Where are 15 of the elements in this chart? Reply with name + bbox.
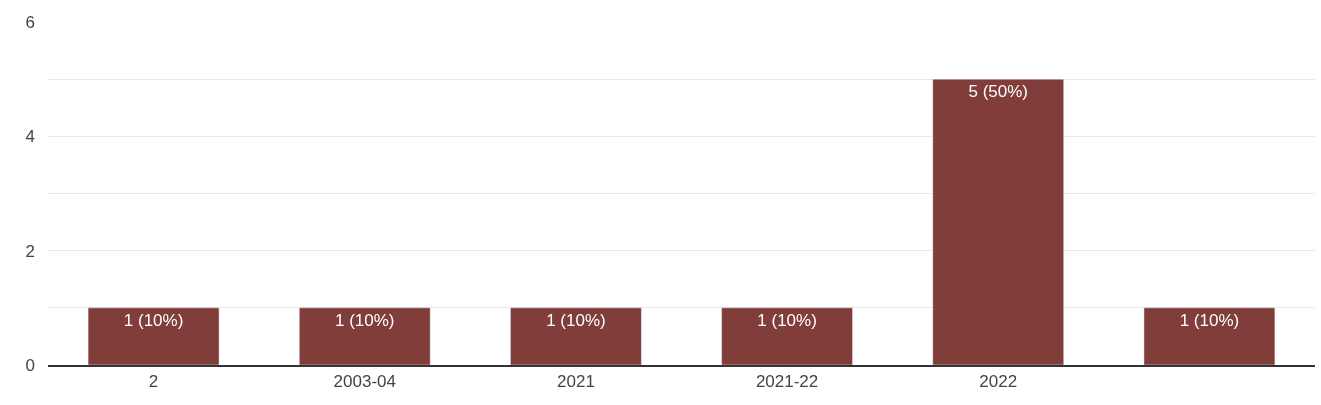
x-tick-label: 2021 — [557, 372, 595, 392]
x-tick-label: 2022 — [979, 372, 1018, 392]
x-tick-label: 2003-04 — [333, 372, 396, 392]
x-tick-label: 2021-22 — [755, 372, 819, 392]
data-label: 1 (10%) — [546, 310, 606, 330]
y-tick-label: 4 — [25, 127, 35, 147]
data-label: 1 (10%) — [757, 310, 817, 330]
data-label: 1 (10%) — [334, 310, 395, 330]
y-tick-label: 0 — [25, 355, 35, 375]
y-tick-label: 2 — [25, 241, 35, 261]
y-tick-label: 6 — [25, 12, 35, 32]
data-label: 1 (10%) — [1179, 310, 1240, 330]
data-label: 5 (50%) — [968, 82, 1029, 102]
data-label: 1 (10%) — [123, 310, 184, 330]
x-tick-label: 2 — [148, 372, 159, 392]
